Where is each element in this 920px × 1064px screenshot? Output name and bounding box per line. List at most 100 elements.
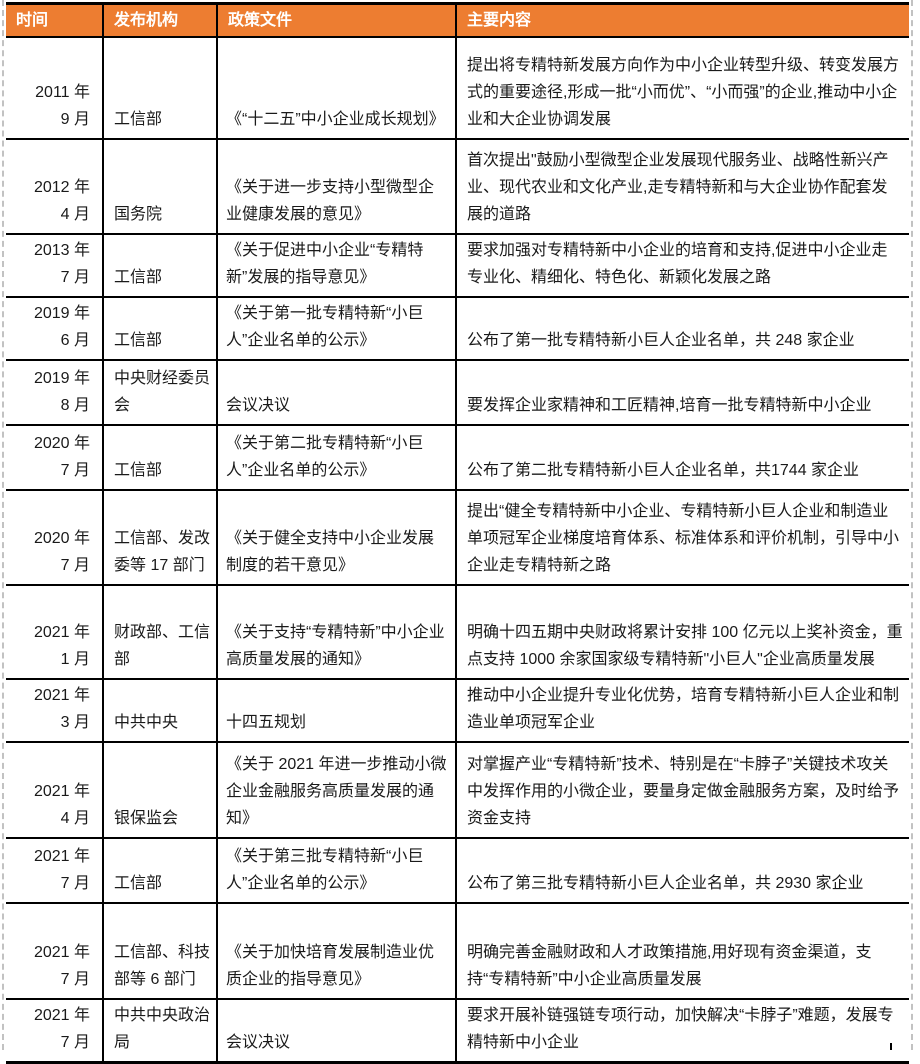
time-line: 2019 年 (33, 370, 90, 387)
cell-org: 工信部、科技部等 6 部门 (102, 902, 217, 999)
cell-content: 提出将专精特新发展方向作为中小企业转型升级、转变发展方式的重要途径,形成一批“小… (455, 36, 909, 139)
page-boundary-right (911, 0, 913, 1050)
header-row: 时间 发布机构 政策文件 主要内容 (6, 2, 909, 38)
cell-policy: 《关于加快培育发展制造业优质企业的指导意见》 (216, 902, 456, 999)
time-line: 2019 年 (33, 305, 90, 322)
time-line: 7 月 (60, 971, 90, 988)
time-line: 2021 年 (33, 687, 90, 704)
table-row: 2013 年 7 月工信部 《关于促进中小企业“专精特新”发展的指导意见》 要求加强对… (6, 233, 909, 297)
time-line: 7 月 (60, 875, 90, 892)
table-row: 2021 年 7 月工信部 《关于第三批专精特新“小巨人”企业名单的公示》 公布了第三… (6, 837, 909, 903)
cell-content: 要求开展补链强链专项行动，加快解决“卡脖子”难题，发展专精特新中小企业 (455, 998, 909, 1064)
cell-policy: 《关于进一步支持小型微型企业健康发展的意见》 (216, 138, 456, 234)
time-line: 2021 年 (33, 783, 90, 800)
table-row: 2019 年 6 月工信部 《关于第一批专精特新“小巨人”企业名单的公示》 公布了第一… (6, 296, 909, 360)
cell-content: 提出“健全专精特新中小企业、专精特新小巨人企业和制造业单项冠军企业梯度培育体系、… (455, 489, 909, 585)
time-line: 2021 年 (33, 848, 90, 865)
time-line: 4 月 (60, 206, 90, 223)
time-line: 9 月 (60, 111, 90, 128)
cell-content: 要求加强对专精特新中小企业的培育和支持,促进中小企业走专业化、精细化、特色化、新… (455, 233, 909, 297)
cell-content: 明确十四五期中央财政将累计安排 100 亿元以上奖补资金，重点支持 1000 余… (455, 584, 909, 679)
time-line: 2020 年 (33, 435, 90, 452)
time-line: 1 月 (60, 651, 90, 668)
cell-content: 对掌握产业“专精特新”技术、特别是在“卡脖子”关键技术攻关中发挥作用的小微企业，… (455, 741, 909, 838)
cell-org: 财政部、工信部 (102, 584, 217, 679)
cell-policy: 十四五规划 (216, 678, 456, 742)
cell-time: 2021 年 3 月 (6, 678, 103, 742)
cell-org: 工信部 (102, 296, 217, 360)
cell-time: 2012 年 4 月 (6, 138, 103, 234)
cell-content: 首次提出"鼓励小型微型企业发展现代服务业、战略性新兴产业、现代农业和文化产业,走… (455, 138, 909, 234)
time-line: 2013 年 (33, 242, 90, 259)
column-header-policy: 政策文件 (216, 2, 456, 38)
cell-time: 2020 年 7 月 (6, 424, 103, 490)
time-line: 2020 年 (33, 530, 90, 547)
time-line: 2021 年 (33, 1007, 90, 1024)
time-line: 7 月 (60, 557, 90, 574)
column-header-content: 主要内容 (455, 2, 909, 38)
cell-policy: 《关于第一批专精特新“小巨人”企业名单的公示》 (216, 296, 456, 360)
table-row: 2021 年 7 月工信部、科技部等 6 部门 《关于加快培育发展制造业优质企业的指… (6, 902, 909, 999)
cell-policy: 《关于支持“专精特新”中小企业高质量发展的通知》 (216, 584, 456, 679)
table-row: 2019 年 8 月中央财经委员会 会议决议 要发挥企业家精神和工匠精神,培育一批专精… (6, 359, 909, 425)
cell-time: 2020 年 7 月 (6, 489, 103, 585)
time-line: 4 月 (60, 810, 90, 827)
cell-content: 公布了第一批专精特新小巨人企业名单，共 248 家企业 (455, 296, 909, 360)
cell-policy: 《关于健全支持中小企业发展制度的若干意见》 (216, 489, 456, 585)
cell-org: 中共中央政治局 (102, 998, 217, 1064)
cell-org: 中央财经委员会 (102, 359, 217, 425)
cell-policy: 会议决议 (216, 359, 456, 425)
cell-time: 2021 年 7 月 (6, 902, 103, 999)
cell-policy: 《关于第二批专精特新“小巨人”企业名单的公示》 (216, 424, 456, 490)
cell-time: 2019 年 6 月 (6, 296, 103, 360)
cell-content: 要发挥企业家精神和工匠精神,培育一批专精特新中小企业 (455, 359, 909, 425)
table-row: 2021 年 7 月中共中央政治局 会议决议 要求开展补链强链专项行动，加快解决“卡脖… (6, 998, 909, 1064)
cell-org: 银保监会 (102, 741, 217, 838)
time-line: 6 月 (60, 332, 90, 349)
cell-org: 工信部 (102, 837, 217, 903)
cell-time: 2013 年 7 月 (6, 233, 103, 297)
cell-policy: 《关于第三批专精特新“小巨人”企业名单的公示》 (216, 837, 456, 903)
table-row: 2021 年 4 月银保监会 《关于 2021 年进一步推动小微企业金融服务高质量发… (6, 741, 909, 838)
table-row: 2012 年 4 月国务院 《关于进一步支持小型微型企业健康发展的意见》 首次提出"鼓… (6, 138, 909, 234)
cell-time: 2021 年 7 月 (6, 998, 103, 1064)
time-line: 7 月 (60, 462, 90, 479)
cell-org: 国务院 (102, 138, 217, 234)
time-line: 2021 年 (33, 944, 90, 961)
time-line: 2011 年 (35, 84, 90, 101)
cell-time: 2021 年 7 月 (6, 837, 103, 903)
column-header-time: 时间 (6, 2, 103, 38)
time-line: 8 月 (60, 397, 90, 414)
cell-policy: 《关于促进中小企业“专精特新”发展的指导意见》 (216, 233, 456, 297)
cell-time: 2021 年 4 月 (6, 741, 103, 838)
cell-content: 推动中小企业提升专业化优势，培育专精特新小巨人企业和制造业单项冠军企业 (455, 678, 909, 742)
cursor-caret (890, 1043, 892, 1050)
time-line: 7 月 (60, 1034, 90, 1051)
cell-org: 工信部 (102, 424, 217, 490)
cell-content: 公布了第三批专精特新小巨人企业名单，共 2930 家企业 (455, 837, 909, 903)
cell-org: 工信部、发改委等 17 部门 (102, 489, 217, 585)
table-header: 时间 发布机构 政策文件 主要内容 (6, 2, 909, 38)
time-line: 3 月 (60, 714, 90, 731)
page-boundary-left (2, 0, 4, 1050)
cell-org: 工信部 (102, 36, 217, 139)
cell-policy: 会议决议 (216, 998, 456, 1064)
column-header-org: 发布机构 (102, 2, 217, 38)
table-row: 2021 年 1 月财政部、工信部 《关于支持“专精特新”中小企业高质量发展的通知》… (6, 584, 909, 679)
cell-time: 2021 年 1 月 (6, 584, 103, 679)
cell-time: 2019 年 8 月 (6, 359, 103, 425)
cell-content: 明确完善金融财政和人才政策措施,用好现有资金渠道，支持“专精特新”中小企业高质量… (455, 902, 909, 999)
cell-org: 工信部 (102, 233, 217, 297)
cell-content: 公布了第二批专精特新小巨人企业名单，共1744 家企业 (455, 424, 909, 490)
time-line: 7 月 (60, 269, 90, 286)
table-row: 2011 年 9 月工信部 《“十二五”中小企业成长规划》 提出将专精特新发展方向作为… (6, 36, 909, 139)
table-row: 2021 年 3 月中共中央 十四五规划 推动中小企业提升专业化优势，培育专精特新小巨… (6, 678, 909, 742)
cell-policy: 《“十二五”中小企业成长规划》 (216, 36, 456, 139)
time-line: 2021 年 (33, 624, 90, 641)
time-line: 2012 年 (33, 179, 90, 196)
table-row: 2020 年 7 月工信部、发改委等 17 部门 《关于健全支持中小企业发展制度的若… (6, 489, 909, 585)
cell-policy: 《关于 2021 年进一步推动小微企业金融服务高质量发展的通知》 (216, 741, 456, 838)
